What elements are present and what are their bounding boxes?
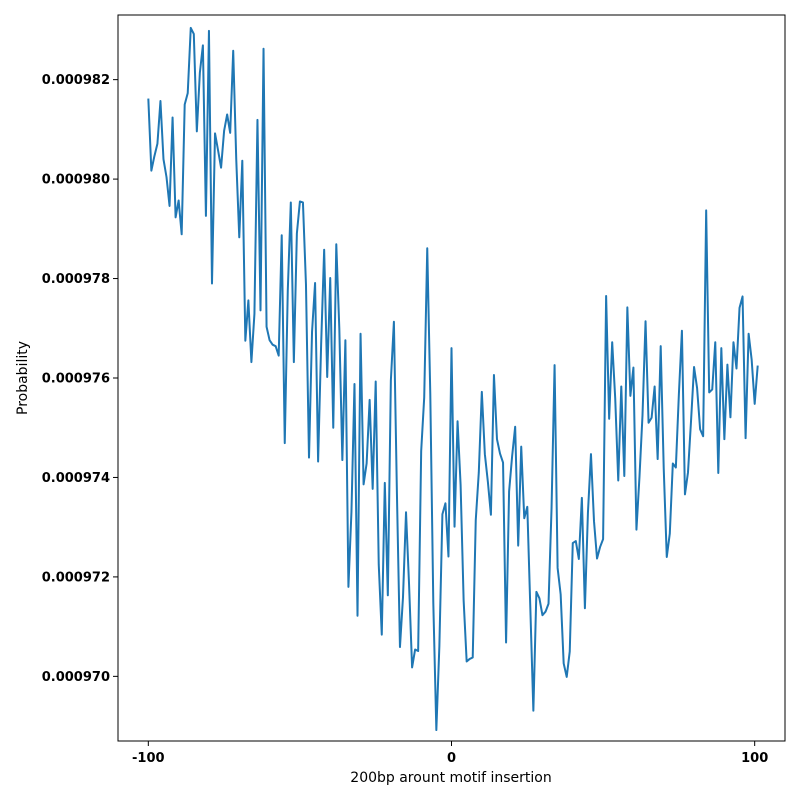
series-line [147, 26, 759, 732]
y-tick-label: 0.000978 [42, 272, 110, 287]
x-axis-label: 200bp arount motif insertion [350, 770, 551, 786]
y-tick-label: 0.000974 [42, 471, 110, 486]
y-axis: 0.000970 0.000972 0.000974 0.000976 0.000978… [42, 73, 118, 685]
y-tick-label: 0.000976 [42, 372, 110, 387]
x-tick-label: -100 [132, 751, 165, 766]
x-axis: -100 0 100 [132, 741, 768, 766]
y-tick-label: 0.000982 [42, 73, 110, 88]
plot-area [117, 14, 786, 742]
y-tick-label: 0.000970 [42, 670, 110, 685]
y-axis-label: Probability [15, 341, 31, 415]
y-tick-label: 0.000980 [42, 173, 110, 188]
x-tick-label: 100 [741, 751, 768, 766]
x-tick-label: 0 [447, 751, 456, 766]
y-tick-label: 0.000972 [42, 570, 110, 585]
